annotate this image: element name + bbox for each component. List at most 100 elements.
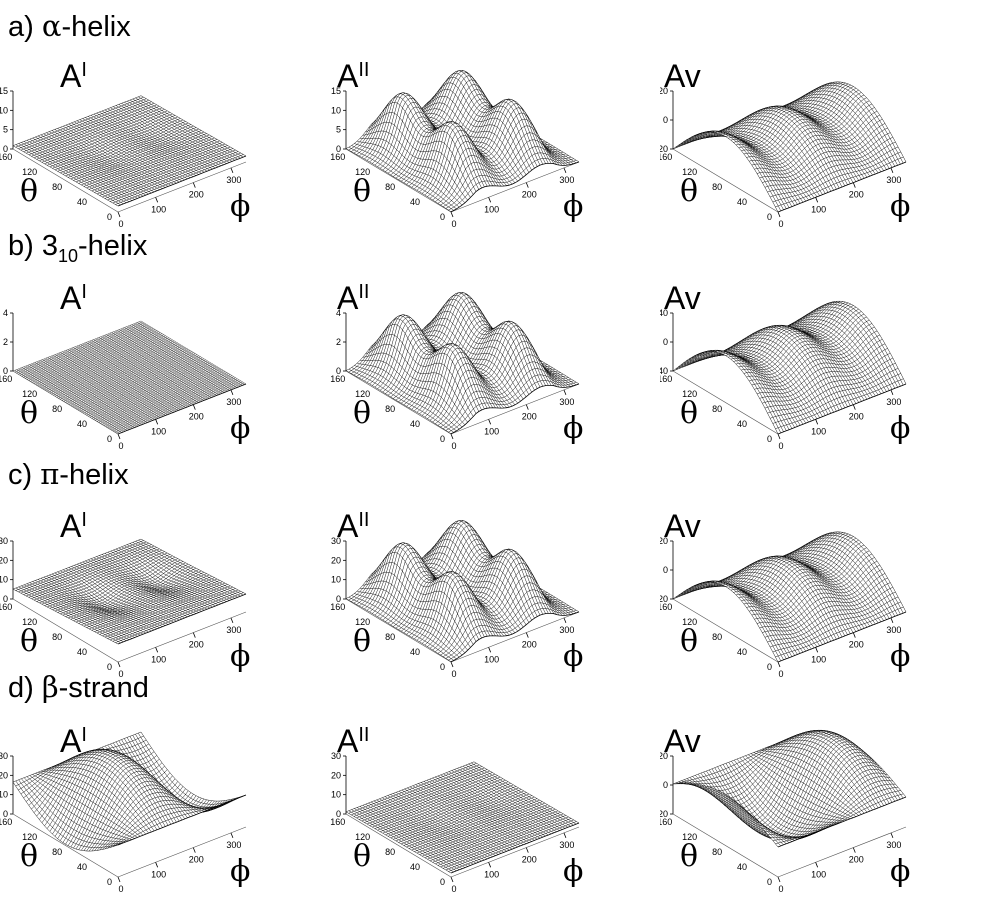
- theta-axis-label: θ: [680, 177, 698, 207]
- surface-mesh: [13, 539, 246, 644]
- z-axis-label: AI: [60, 510, 87, 542]
- z-axis-label: AII: [337, 510, 369, 542]
- phi-tick-label: 100: [484, 869, 499, 879]
- phi-tick-label: 100: [484, 426, 499, 436]
- phi-tick-label: 100: [151, 654, 166, 664]
- theta-tick-label: 160: [0, 602, 12, 612]
- theta-tick-label: 80: [385, 182, 395, 192]
- phi-tick-label: 0: [778, 669, 783, 679]
- phi-tick-label: 200: [849, 640, 864, 650]
- phi-tick-label: 200: [189, 190, 204, 200]
- theta-tick-label: 0: [767, 434, 772, 444]
- surface-mesh: [346, 520, 579, 662]
- row-title-suffix: -helix: [59, 459, 128, 491]
- theta-tick-label: 80: [52, 404, 62, 414]
- theta-tick-label: 80: [385, 847, 395, 857]
- phi-tick-mark: [451, 434, 453, 439]
- z-tick-label: 0: [663, 780, 668, 790]
- surface-mesh: [673, 730, 906, 847]
- phi-tick-mark: [853, 848, 855, 853]
- phi-tick-mark: [156, 862, 158, 867]
- phi-tick-mark: [231, 833, 233, 838]
- z-axis-label: AII: [337, 282, 369, 314]
- z-axis-label: AII: [337, 725, 369, 757]
- z-axis-label-main: A: [60, 508, 81, 544]
- phi-axis-label: ϕ: [890, 414, 910, 444]
- theta-tick-label: 80: [385, 632, 395, 642]
- phi-tick-label: 0: [778, 884, 783, 894]
- theta-axis-label: θ: [680, 399, 698, 429]
- theta-axis-label: θ: [353, 627, 371, 657]
- phi-tick-label: 0: [451, 884, 456, 894]
- z-axis-label-main: A: [60, 723, 81, 759]
- phi-tick-mark: [193, 848, 195, 853]
- row-title-b: b) 310-helix: [8, 232, 147, 265]
- z-axis-label: AI: [60, 60, 87, 92]
- theta-tick-label: 160: [660, 374, 672, 384]
- theta-tick-label: 80: [385, 404, 395, 414]
- phi-tick-mark: [193, 405, 195, 410]
- theta-tick-label: 160: [660, 817, 672, 827]
- row-title-d: d) β-strand: [8, 673, 149, 703]
- theta-tick-label: 0: [440, 434, 445, 444]
- theta-tick-label: 40: [410, 419, 420, 429]
- z-axis-label: AII: [337, 60, 369, 92]
- phi-tick-label: 0: [118, 219, 123, 229]
- phi-tick-label: 200: [189, 855, 204, 865]
- theta-tick-label: 80: [52, 182, 62, 192]
- theta-tick-label: 0: [107, 877, 112, 887]
- phi-tick-label: 300: [886, 175, 901, 185]
- theta-tick-label: 40: [737, 197, 747, 207]
- phi-tick-label: 100: [151, 426, 166, 436]
- phi-tick-mark: [118, 877, 120, 882]
- theta-tick-label: 160: [660, 152, 672, 162]
- theta-tick-label: 80: [52, 847, 62, 857]
- z-tick-label: 10: [0, 105, 8, 115]
- phi-tick-mark: [451, 212, 453, 217]
- theta-tick-label: 160: [0, 817, 12, 827]
- phi-tick-mark: [891, 390, 893, 395]
- phi-axis-label: ϕ: [563, 642, 583, 672]
- phi-tick-label: 100: [151, 204, 166, 214]
- phi-tick-label: 300: [559, 840, 574, 850]
- theta-tick-label: 40: [77, 197, 87, 207]
- row-title-prefix: a): [8, 11, 42, 43]
- phi-tick-mark: [564, 390, 566, 395]
- phi-tick-label: 300: [226, 397, 241, 407]
- phi-tick-mark: [231, 390, 233, 395]
- z-tick-label: 30: [0, 751, 8, 761]
- theta-tick-label: 0: [440, 662, 445, 672]
- row-title-prefix: d): [8, 672, 42, 704]
- phi-tick-label: 300: [886, 397, 901, 407]
- phi-tick-mark: [231, 168, 233, 173]
- phi-axis-label: ϕ: [230, 414, 250, 444]
- phi-tick-mark: [816, 647, 818, 652]
- phi-axis-label: ϕ: [890, 642, 910, 672]
- phi-axis-label: ϕ: [890, 857, 910, 887]
- theta-tick-label: 0: [767, 662, 772, 672]
- z-axis-label-main: A: [60, 280, 81, 316]
- theta-tick-label: 160: [0, 374, 12, 384]
- theta-tick-label: 40: [410, 862, 420, 872]
- phi-tick-label: 200: [522, 855, 537, 865]
- surface-mesh: [673, 532, 906, 662]
- z-tick-label: 10: [331, 790, 341, 800]
- phi-tick-mark: [778, 662, 780, 667]
- theta-tick-label: 0: [107, 662, 112, 672]
- theta-tick-label: 0: [440, 877, 445, 887]
- phi-tick-label: 200: [522, 640, 537, 650]
- phi-tick-label: 100: [811, 869, 826, 879]
- z-axis-label-main: A: [337, 508, 358, 544]
- phi-tick-mark: [489, 419, 491, 424]
- z-axis-label-sup: I: [81, 509, 87, 531]
- z-axis-label-sup: I: [81, 59, 87, 81]
